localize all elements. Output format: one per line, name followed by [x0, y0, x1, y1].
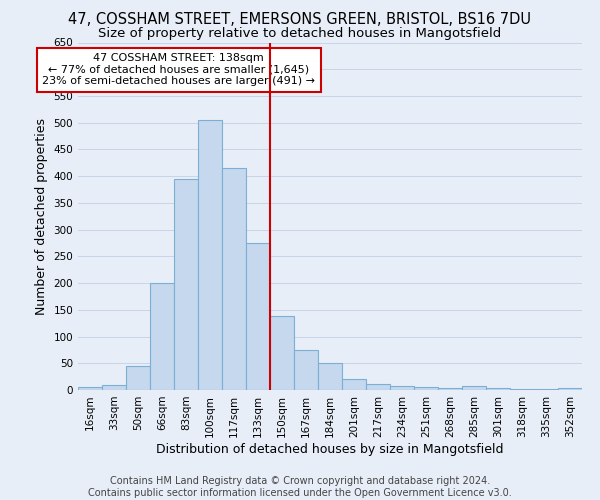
Bar [270, 316, 294, 390]
Bar [294, 350, 318, 390]
Text: Contains HM Land Registry data © Crown copyright and database right 2024.
Contai: Contains HM Land Registry data © Crown c… [88, 476, 512, 498]
Bar [246, 243, 270, 390]
Bar [102, 384, 126, 390]
Bar [342, 380, 366, 390]
Text: Size of property relative to detached houses in Mangotsfield: Size of property relative to detached ho… [98, 28, 502, 40]
Bar [174, 179, 198, 390]
Bar [318, 364, 342, 390]
Bar [78, 388, 102, 390]
Bar [366, 384, 390, 390]
Text: 47, COSSHAM STREET, EMERSONS GREEN, BRISTOL, BS16 7DU: 47, COSSHAM STREET, EMERSONS GREEN, BRIS… [68, 12, 532, 28]
Bar [438, 388, 462, 390]
Bar [486, 388, 510, 390]
Bar [462, 386, 486, 390]
Bar [390, 386, 414, 390]
Bar [558, 388, 582, 390]
Bar [198, 120, 222, 390]
Text: 47 COSSHAM STREET: 138sqm
← 77% of detached houses are smaller (1,645)
23% of se: 47 COSSHAM STREET: 138sqm ← 77% of detac… [43, 53, 316, 86]
Bar [222, 168, 246, 390]
X-axis label: Distribution of detached houses by size in Mangotsfield: Distribution of detached houses by size … [156, 442, 504, 456]
Bar [126, 366, 150, 390]
Bar [150, 283, 174, 390]
Y-axis label: Number of detached properties: Number of detached properties [35, 118, 48, 315]
Bar [414, 388, 438, 390]
